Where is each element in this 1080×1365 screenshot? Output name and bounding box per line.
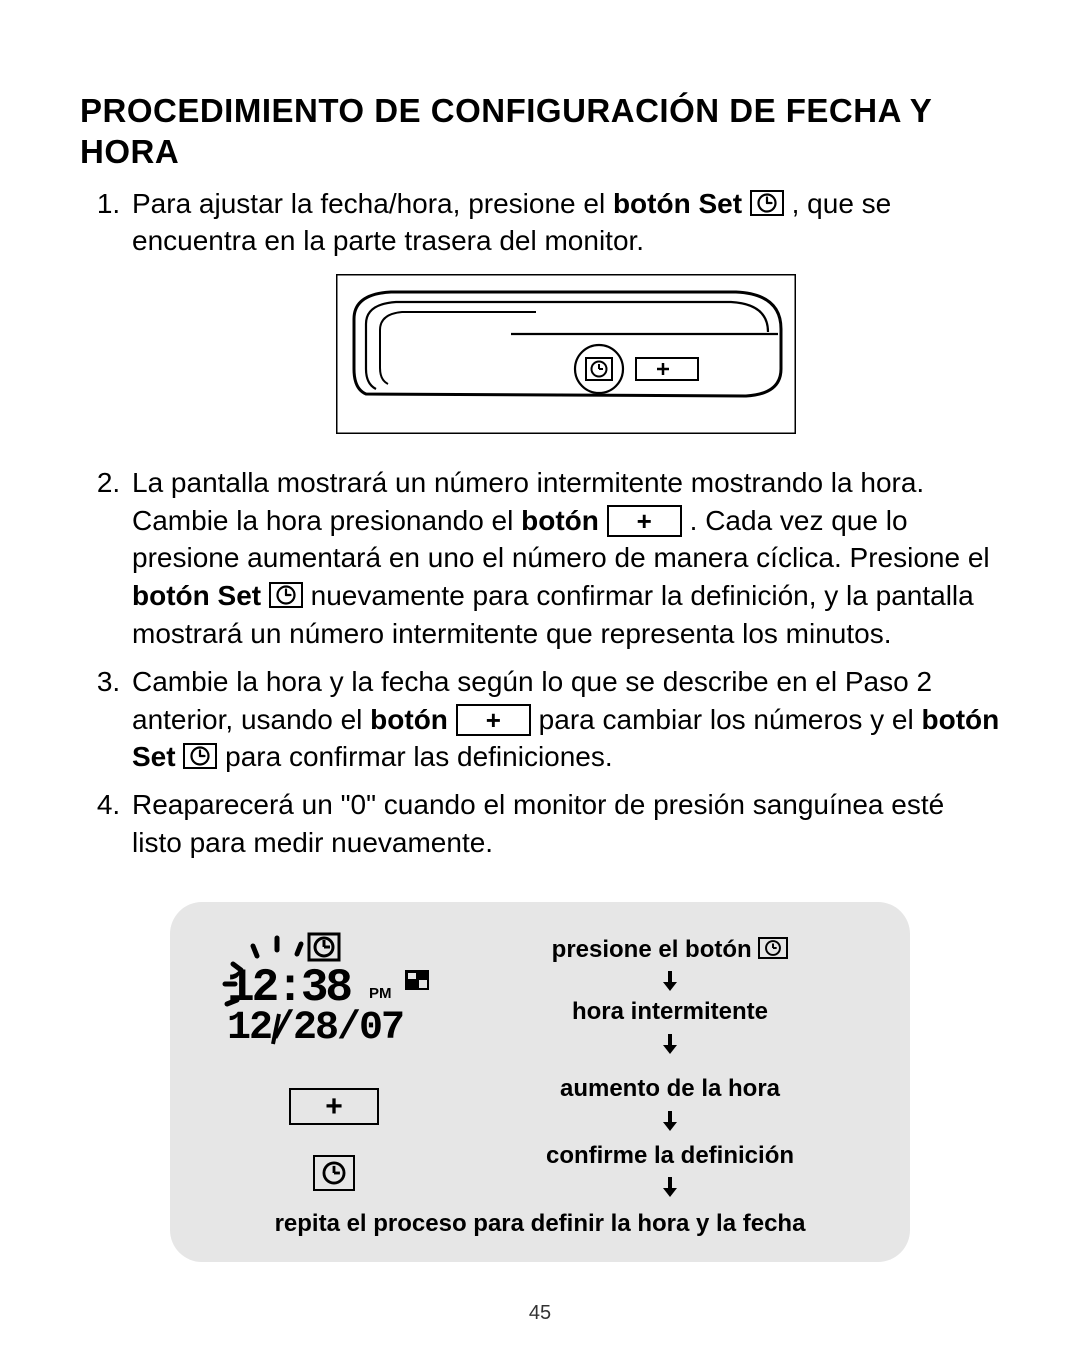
clock-icon	[183, 743, 217, 769]
step-2: La pantalla mostrará un número intermite…	[128, 464, 1000, 653]
arrow-down-icon	[661, 1176, 679, 1198]
arrow-down-icon	[661, 970, 679, 992]
clock-icon	[750, 190, 784, 216]
step1-set-label: botón Set	[613, 188, 742, 219]
arrow-down-icon	[661, 1110, 679, 1132]
clock-icon	[313, 1155, 355, 1191]
step-1: Para ajustar la fecha/hora, presione el …	[128, 185, 1000, 444]
svg-text:PM: PM	[369, 985, 392, 1002]
step4-text: Reaparecerá un "0" cuando el monitor de …	[132, 789, 944, 858]
svg-text:12/28/07: 12/28/07	[227, 1006, 403, 1051]
step-4: Reaparecerá un "0" cuando el monitor de …	[128, 786, 1000, 862]
step3-boton-label: botón	[370, 704, 448, 735]
flow-step1-label: presione el botón	[552, 936, 752, 963]
arrow-down-icon	[661, 1033, 679, 1055]
step2-set-label: botón Set	[132, 580, 261, 611]
device-illustration	[132, 274, 1000, 444]
lcd-display: 12:38 PM 12/28/07	[219, 926, 449, 1071]
step1-text-a: Para ajustar la fecha/hora, presione el	[132, 188, 613, 219]
plus-icon: +	[456, 704, 531, 737]
step-3: Cambie la hora y la fecha según lo que s…	[128, 663, 1000, 776]
flow-step-1: presione el botón	[464, 936, 876, 965]
plus-icon: +	[607, 505, 682, 538]
step3-text-e: para confirmar las definiciones.	[225, 741, 613, 772]
flow-step-2: hora intermitente	[464, 998, 876, 1027]
plus-icon: +	[289, 1088, 379, 1125]
steps-list: Para ajustar la fecha/hora, presione el …	[80, 185, 1000, 862]
page-title: PROCEDIMIENTO DE CONFIGURACIÓN DE FECHA …	[80, 90, 1000, 173]
flow-step-3: aumento de la hora	[464, 1075, 876, 1104]
page-number: 45	[80, 1302, 1000, 1325]
clock-icon	[269, 582, 303, 608]
step3-text-c: para cambiar los números y el	[539, 704, 922, 735]
flow-step-4: confirme la definición	[464, 1142, 876, 1171]
flow-diagram: 12:38 PM 12/28/07	[170, 902, 910, 1263]
clock-icon	[758, 937, 788, 959]
step2-boton-label: botón	[521, 505, 599, 536]
flow-final: repita el proceso para definir la hora y…	[204, 1210, 876, 1238]
